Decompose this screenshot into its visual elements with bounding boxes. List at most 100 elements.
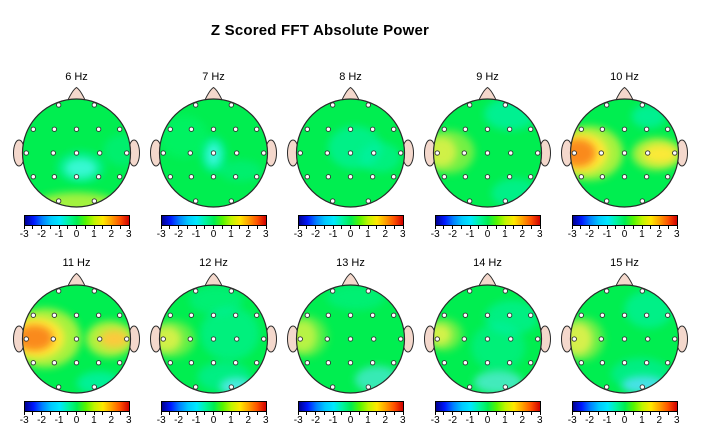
- colorbar-tick-label: 2: [108, 229, 115, 240]
- electrode-t6: [254, 174, 260, 180]
- electrode-o2: [365, 198, 371, 204]
- colorbar-tick-label: 0: [347, 415, 354, 426]
- electrode-c3: [324, 336, 330, 342]
- colorbar-minor-tick: [221, 226, 223, 229]
- electrode-fp2: [639, 288, 645, 294]
- colorbar-minor-tick: [478, 226, 480, 229]
- electrode-c4: [234, 336, 240, 342]
- colorbar-minor-tick: [297, 412, 299, 415]
- electrode-pz: [73, 360, 80, 366]
- colorbar-tick-label: 2: [245, 415, 252, 426]
- colorbar-minor-tick: [469, 226, 471, 229]
- head-map: [13, 272, 140, 394]
- colorbar-minor-tick: [571, 412, 573, 415]
- electrode-o1: [193, 384, 199, 390]
- colorbar-tick-label: 3: [673, 229, 680, 240]
- colorbar-minor-tick: [385, 226, 386, 229]
- colorbar-minor-tick: [385, 412, 386, 415]
- electrode-pz: [347, 360, 354, 366]
- scalp-outline: [21, 284, 132, 394]
- electrode-f7: [441, 126, 447, 132]
- blob-right-frontal: [631, 104, 667, 129]
- head-map: [424, 272, 551, 394]
- colorbar-tick-label: -3: [567, 229, 577, 240]
- blob-right-frontal-trough: [624, 290, 674, 329]
- colorbar-minor-tick: [178, 226, 179, 229]
- colorbar-tick-label: -3: [19, 415, 29, 426]
- electrode-p3: [51, 174, 58, 180]
- colorbar-minor-tick: [632, 226, 634, 229]
- colorbar-ticks: [434, 412, 541, 415]
- nose: [203, 86, 224, 102]
- colorbar-minor-tick: [659, 226, 660, 229]
- electrode-p4: [369, 360, 376, 366]
- colorbar-minor-tick: [265, 412, 267, 415]
- colorbar-ticks: [571, 412, 678, 415]
- colorbar-tick-label: 3: [262, 229, 269, 240]
- colorbar-tick-labels: -3 -2 -1 0 1 2 3: [153, 415, 275, 426]
- colorbar-tick-label: -2: [585, 229, 595, 240]
- scalp-outline: [569, 98, 680, 208]
- electrode-fz: [484, 312, 491, 318]
- colorbar-minor-tick: [239, 412, 241, 415]
- electrode-p3: [51, 360, 58, 366]
- colorbar-tick-label: -1: [602, 415, 612, 426]
- colorbar-minor-tick: [597, 412, 599, 415]
- electrode-fp1: [56, 102, 62, 108]
- colorbar-minor-tick: [443, 226, 445, 229]
- colorbar-tick-label: 1: [228, 229, 234, 240]
- electrode-f7: [167, 312, 173, 318]
- colorbar-minor-tick: [376, 412, 378, 415]
- colorbar-minor-tick: [452, 226, 453, 229]
- colorbar-minor-tick: [530, 226, 532, 229]
- electrode-cz: [621, 150, 628, 156]
- electrode-cz: [73, 150, 80, 156]
- colorbar-minor-tick: [632, 412, 634, 415]
- electrode-fp2: [91, 102, 97, 108]
- colorbar-gradient: [297, 401, 404, 412]
- head-map: [561, 272, 688, 394]
- electrode-o2: [639, 384, 645, 390]
- electrode-o1: [604, 384, 610, 390]
- nose: [340, 86, 361, 102]
- colorbar-minor-tick: [443, 412, 445, 415]
- electrode-fp2: [91, 288, 97, 294]
- colorbar-minor-tick: [297, 226, 299, 229]
- subplot-title: 7 Hz: [202, 71, 225, 83]
- electrode-t5: [441, 174, 447, 180]
- electrode-fz: [347, 126, 354, 132]
- electrode-f4: [506, 312, 513, 318]
- electrode-f3: [188, 312, 195, 318]
- colorbar-minor-tick: [76, 412, 77, 415]
- electrode-p4: [232, 174, 239, 180]
- colorbar-minor-tick: [102, 412, 104, 415]
- colorbar-minor-tick: [376, 226, 378, 229]
- electrode-o1: [467, 384, 473, 390]
- electrode-fp1: [467, 288, 473, 294]
- electrode-f8: [391, 126, 397, 132]
- scalp-outline: [295, 98, 406, 208]
- electrode-p4: [643, 174, 650, 180]
- blob-left-temporal-halo: [434, 130, 475, 174]
- colorbar-minor-tick: [367, 412, 369, 415]
- head-map: [424, 86, 551, 208]
- electrode-f3: [188, 126, 195, 132]
- scalp-outline: [158, 98, 269, 208]
- colorbar-tick-label: 0: [484, 229, 491, 240]
- electrode-f3: [599, 312, 606, 318]
- blob-right-occipital: [354, 366, 401, 393]
- colorbar-minor-tick: [358, 226, 360, 229]
- colorbar: -3 -2 -1 0 1 2 3: [16, 215, 138, 240]
- colorbar-minor-tick: [358, 412, 360, 415]
- electrode-fp1: [467, 102, 473, 108]
- nose: [614, 272, 635, 288]
- electrode-o2: [502, 384, 508, 390]
- electrode-t4: [672, 150, 678, 156]
- colorbar-tick-label: -3: [156, 229, 166, 240]
- electrode-cz: [484, 336, 491, 342]
- colorbar-tick-labels: -3 -2 -1 0 1 2 3: [564, 415, 686, 426]
- zscore-blobs: [160, 285, 260, 393]
- colorbar-tick-label: -3: [430, 229, 440, 240]
- electrode-c3: [50, 336, 56, 342]
